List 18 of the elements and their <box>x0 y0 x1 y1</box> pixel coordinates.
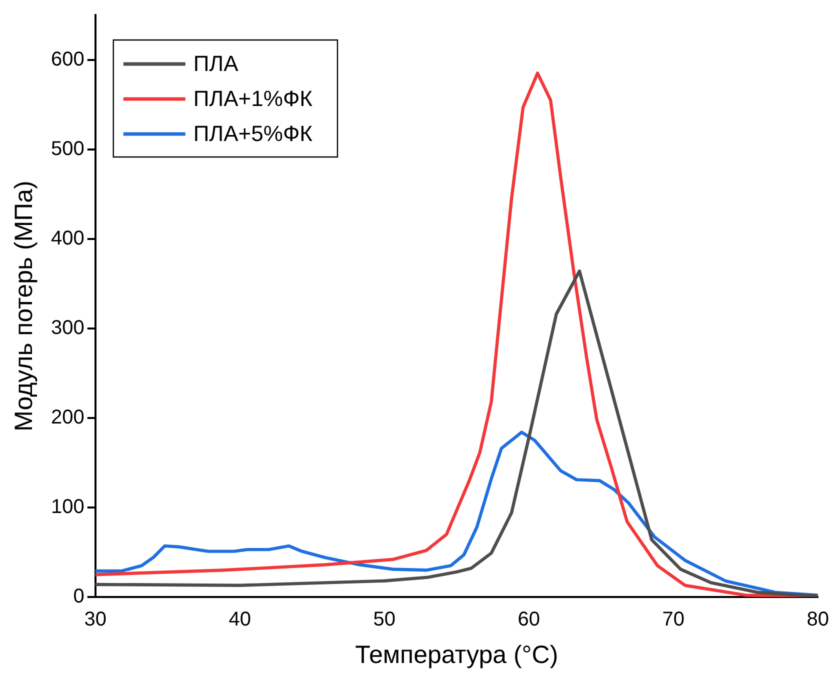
x-axis-title: Температура (°C) <box>355 640 558 669</box>
y-tick-label: 300 <box>50 316 84 339</box>
y-tick-label: 600 <box>50 48 84 70</box>
y-axis-title: Модуль потерь (МПа) <box>10 180 38 432</box>
y-tick-label: 500 <box>50 138 84 160</box>
x-tick-label: 60 <box>518 608 540 631</box>
x-tick-label: 80 <box>806 608 829 631</box>
y-tick-label: 200 <box>50 406 84 428</box>
x-tick-label: 30 <box>84 608 106 631</box>
x-tick-label: 70 <box>662 608 684 631</box>
y-tick-label: 400 <box>50 227 84 250</box>
legend-label: ПЛА <box>193 51 239 76</box>
x-tick-label: 50 <box>373 608 396 631</box>
legend-label: ПЛА+5%ФК <box>193 121 313 146</box>
y-tick-label: 0 <box>73 586 84 608</box>
y-tick-label: 100 <box>50 496 84 518</box>
x-tick-label: 40 <box>228 608 251 631</box>
legend-label: ПЛА+1%ФК <box>193 86 313 112</box>
